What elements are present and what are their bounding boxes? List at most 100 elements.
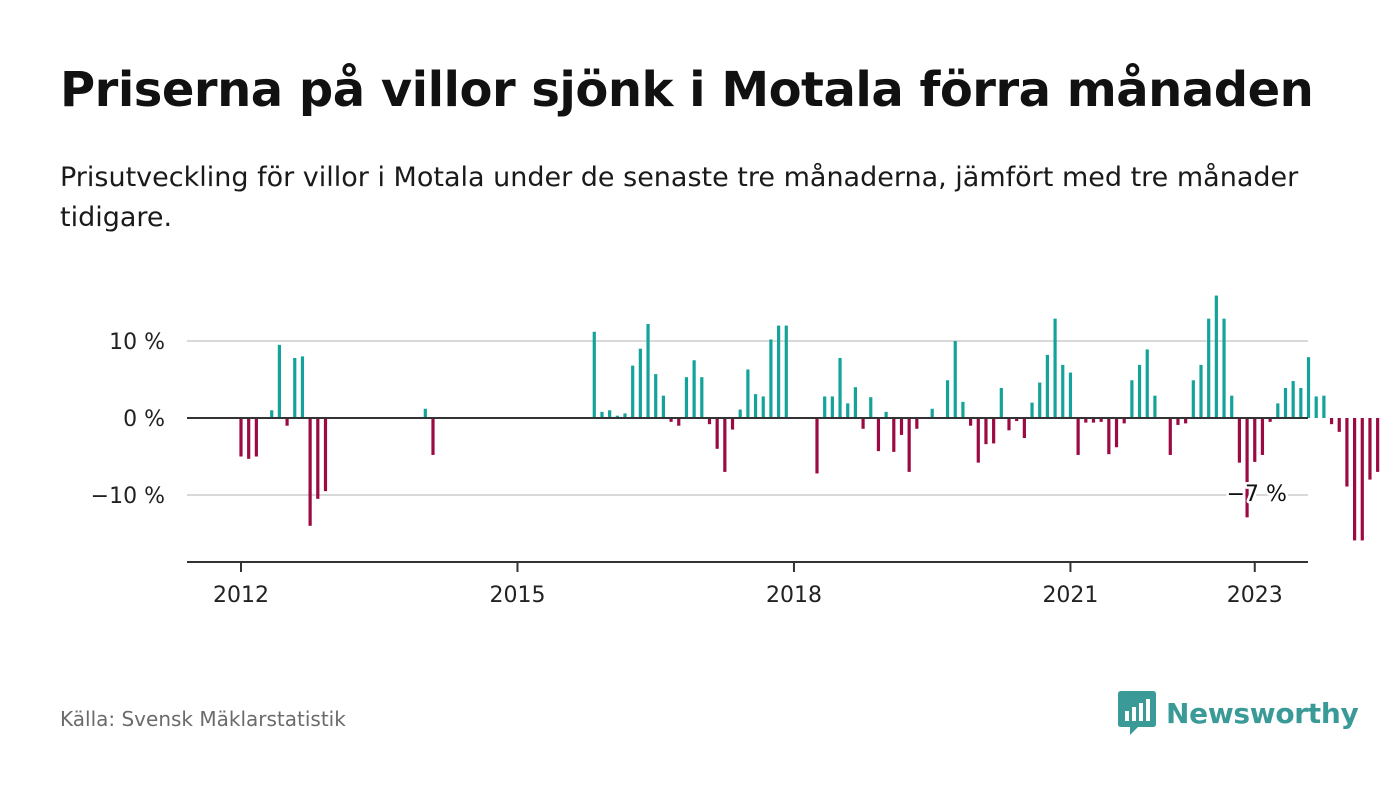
chart-subtitle: Prisutveckling för villor i Motala under…: [60, 162, 1299, 233]
bar: [669, 418, 673, 422]
bar: [270, 410, 274, 418]
bar: [592, 331, 596, 418]
bar: [969, 418, 973, 426]
bar: [1207, 318, 1211, 418]
bar: [1353, 418, 1357, 541]
bar: [1191, 380, 1195, 418]
bar: [746, 369, 750, 418]
bar: [615, 415, 619, 418]
bar: [1376, 418, 1380, 472]
brand-name: Newsworthy: [1166, 696, 1359, 730]
bar: [1329, 418, 1334, 425]
bar: [961, 401, 965, 418]
bar: [323, 418, 328, 492]
bar: [661, 395, 665, 418]
bar: [285, 418, 289, 426]
labels: 10 % 0 % −10 % 2012 2015 2018 2021 2023 −7 %: [91, 330, 1290, 608]
bar: [753, 394, 758, 418]
bar: [784, 325, 788, 418]
bar: [1153, 395, 1157, 418]
bar: [1260, 418, 1265, 455]
bar: [876, 418, 881, 452]
bar: [861, 418, 865, 429]
bars: [239, 295, 1380, 541]
bar: [1245, 418, 1249, 518]
x-tick-label: 2023: [1227, 583, 1283, 608]
bar: [1107, 418, 1111, 455]
bar: [1230, 395, 1234, 418]
bar: [1137, 364, 1142, 418]
y-tick-label: −10 %: [91, 484, 165, 509]
bar: [638, 348, 642, 418]
bar: [600, 411, 604, 418]
y-tick-label: 0 %: [123, 407, 165, 432]
bar: [1268, 418, 1272, 422]
bar: [830, 396, 834, 418]
bar: [723, 418, 727, 472]
bar: [1306, 357, 1311, 418]
bar: [1099, 418, 1103, 422]
bar: [953, 341, 957, 418]
bar: [846, 403, 850, 418]
bar: [838, 357, 842, 418]
bar: [1038, 382, 1042, 418]
bar: [1114, 418, 1119, 448]
bar: [899, 418, 904, 435]
bar: [984, 418, 988, 445]
bar: [692, 360, 696, 418]
bar: [1007, 418, 1011, 431]
bar: [1076, 418, 1080, 455]
x-tick-label: 2021: [1042, 583, 1098, 608]
bar: [1299, 387, 1303, 418]
newsworthy-logo-icon: [1118, 691, 1156, 735]
bar: [623, 413, 627, 418]
bar: [684, 377, 689, 418]
bar: [1314, 396, 1318, 418]
bar: [1283, 387, 1288, 418]
bar: [1184, 418, 1188, 424]
bar: [915, 418, 919, 429]
bar: [769, 339, 773, 418]
bar: [1368, 418, 1372, 480]
bar: [700, 377, 704, 418]
bar: [1084, 418, 1088, 423]
bar: [730, 418, 735, 430]
bar: [277, 344, 281, 418]
bar: [992, 418, 996, 444]
bar: [853, 387, 857, 418]
bar: [1222, 318, 1226, 418]
bar: [1130, 380, 1134, 418]
bar: [631, 365, 635, 418]
bar: [884, 411, 888, 418]
bar: [608, 410, 612, 418]
bar: [247, 418, 251, 459]
bar: [976, 418, 980, 463]
bar: [431, 418, 435, 455]
x-tick-label: 2018: [766, 583, 822, 608]
bar: [1345, 418, 1349, 487]
newsworthy-brand[interactable]: Newsworthy: [1118, 690, 1359, 736]
bar: [308, 418, 312, 526]
bar: [907, 418, 911, 472]
bar: [254, 418, 258, 457]
bar: [1214, 295, 1218, 418]
bar: [1015, 418, 1019, 422]
bar: [654, 374, 658, 418]
bar: [892, 418, 896, 452]
bar: [1053, 318, 1057, 418]
bar: [738, 409, 742, 418]
bar: [1176, 418, 1180, 425]
bar: [1276, 403, 1280, 418]
bar: [1199, 364, 1203, 418]
bar: [777, 325, 781, 418]
bar: [815, 418, 819, 474]
bar: [1337, 418, 1341, 432]
bar: [1360, 418, 1364, 541]
bar: [1122, 418, 1126, 424]
bar: [316, 418, 320, 499]
bar: [1322, 395, 1326, 418]
chart-title: Priserna på villor sjönk i Motala förra …: [60, 62, 1314, 118]
bar: [823, 396, 827, 418]
source-note: Källa: Svensk Mäklarstatistik: [60, 707, 346, 731]
